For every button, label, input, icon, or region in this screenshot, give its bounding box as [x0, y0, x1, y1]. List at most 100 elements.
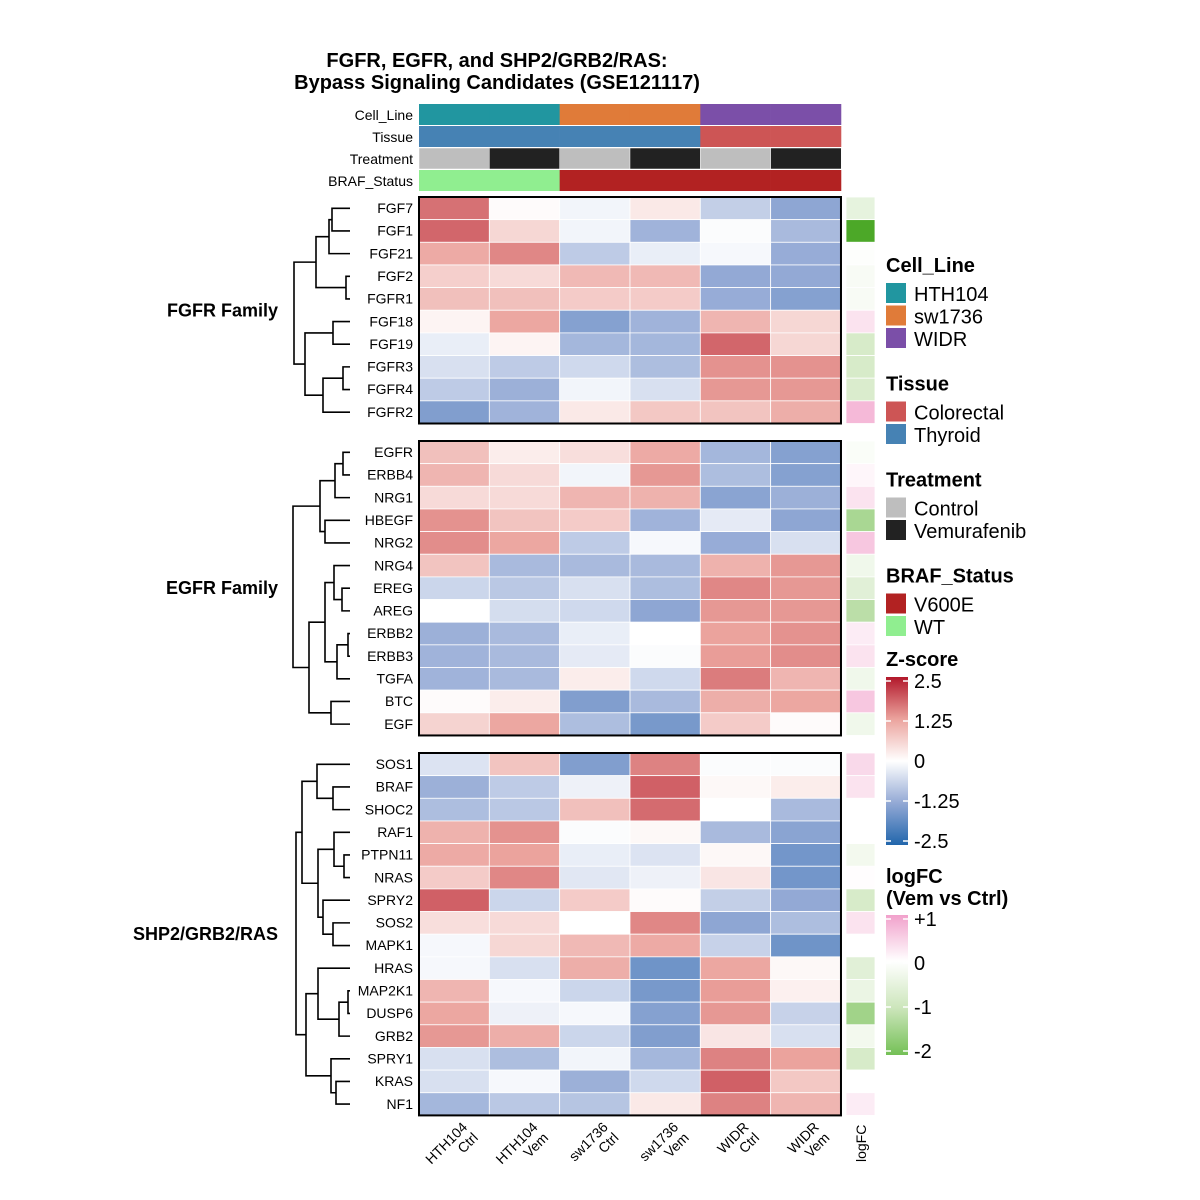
heatmap-cell — [559, 508, 631, 533]
heatmap-cell — [699, 933, 772, 958]
heatmap-cell — [699, 196, 772, 221]
column-labels: HTH104Ctrl HTH104Vem sw1736Ctrl sw1736Vem WI… — [422, 1119, 832, 1178]
legend-swatch — [886, 497, 906, 518]
dendrogram-branch — [347, 990, 350, 1015]
heatmap-cell — [699, 531, 772, 555]
logfc-cell — [845, 309, 876, 334]
heatmap-cell — [559, 933, 631, 958]
logfc-cell — [845, 1001, 876, 1026]
heatmap-cell — [629, 485, 701, 510]
heatmap-cell — [559, 576, 631, 600]
group-label: FGFR Family — [167, 300, 278, 320]
gene-label: FGFR1 — [367, 291, 413, 307]
heatmap-cell — [629, 196, 701, 221]
heatmap-cell — [770, 219, 842, 243]
heatmap-cell — [699, 865, 772, 890]
gene-label: SOS1 — [376, 756, 414, 772]
heatmap-cell — [418, 332, 490, 356]
gene-label: BRAF — [376, 779, 413, 795]
heatmap-cell — [559, 485, 631, 510]
heatmap-cell — [770, 287, 842, 311]
heatmap-cell — [699, 553, 772, 578]
gene-label: SPRY2 — [367, 892, 413, 908]
dendrogram-branch — [332, 786, 350, 811]
heatmap-cell — [488, 553, 561, 578]
column-label: HTH104Vem — [492, 1119, 551, 1178]
legend-title-braf_status: BRAF_Status — [886, 566, 1014, 588]
heatmap-cell — [629, 667, 701, 691]
dendrogram-branch — [317, 848, 334, 919]
dendrogram-branch — [293, 261, 316, 365]
heatmap-cell — [629, 843, 701, 867]
zscore-tick-label: -1.25 — [914, 791, 960, 813]
heatmap-cell — [699, 1092, 772, 1116]
heatmap-cell — [488, 531, 561, 555]
heatmap-cell — [629, 911, 701, 935]
column-label: HTH104Ctrl — [422, 1119, 481, 1178]
heatmap-cell — [418, 241, 490, 266]
dendrogram-branch — [332, 320, 350, 346]
heatmap-cell — [488, 196, 561, 221]
annotation-cell-braf_status — [559, 170, 631, 191]
column-annotations: Cell_Line Tissue Treatment BRAF_Status — [328, 104, 842, 191]
zscore-tick-label: -2.5 — [914, 831, 948, 853]
gene-label: EGFR — [374, 444, 413, 460]
gene-label: FGFR3 — [367, 359, 413, 375]
gene-label: RAF1 — [377, 824, 413, 840]
heatmap-cell — [699, 400, 772, 424]
heatmap-cell — [699, 463, 772, 487]
gene-label: NRG1 — [374, 489, 413, 505]
logfc-cell — [845, 355, 876, 379]
annotation-label-tissue: Tissue — [372, 129, 413, 145]
heatmap-cell — [559, 1069, 631, 1094]
heatmap-cell — [559, 1047, 631, 1071]
heatmap-cell — [770, 752, 842, 777]
logfc-cell — [845, 667, 876, 691]
logfc-cell — [845, 196, 876, 221]
legend-swatch — [886, 593, 906, 614]
heatmap-cell — [418, 712, 490, 736]
heatmap-cell — [629, 797, 701, 822]
legend-item-label: sw1736 — [914, 307, 983, 329]
heatmap-cell — [418, 219, 490, 243]
heatmap-cell — [629, 621, 701, 646]
heatmap-cell — [488, 287, 561, 311]
heatmap-cell — [629, 309, 701, 334]
heatmap-cell — [418, 888, 490, 912]
heatmap-cell — [488, 911, 561, 935]
annotation-cell-tissue — [700, 126, 771, 147]
gene-label: NRAS — [374, 869, 413, 885]
annotation-cell-braf_status — [419, 170, 490, 191]
heatmap-cell — [770, 1047, 842, 1071]
column-label: WIDRCtrl — [714, 1119, 762, 1167]
heatmap-cell — [418, 865, 490, 890]
heatmap-block-1: EGFR ERBB4 NRG1 HBEGF NRG2 NRG4 EREG AREG ERBB2 E… — [166, 440, 876, 737]
logfc-cell — [845, 888, 876, 912]
heatmap-cell — [770, 400, 842, 424]
heatmap-block-border — [418, 752, 842, 1117]
annotation-cell-treatment — [489, 147, 561, 170]
logfc-cell — [845, 843, 876, 867]
zscore-tick-label: 1.25 — [914, 711, 953, 733]
dendrogram-branch — [333, 831, 350, 868]
dendrogram-branch — [330, 1057, 350, 1094]
heatmap-cell — [699, 911, 772, 935]
logfc-cell — [845, 1047, 876, 1071]
heatmap-cell — [770, 888, 842, 912]
heatmap-cell — [559, 911, 631, 935]
dendrogram-branch — [332, 922, 350, 947]
heatmap-cell — [559, 689, 631, 714]
heatmap-cell — [699, 287, 772, 311]
heatmap-cell — [629, 531, 701, 555]
heatmap-cell — [488, 689, 561, 714]
heatmap-cell — [629, 440, 701, 465]
heatmap-cell — [559, 531, 631, 555]
heatmap-cell — [699, 599, 772, 623]
heatmap-cell — [488, 599, 561, 623]
heatmap-cell — [559, 196, 631, 221]
heatmap-cell — [629, 508, 701, 533]
heatmap-cell — [699, 264, 772, 289]
dendrogram-branch — [322, 899, 350, 935]
dendrogram-branch — [342, 366, 350, 391]
